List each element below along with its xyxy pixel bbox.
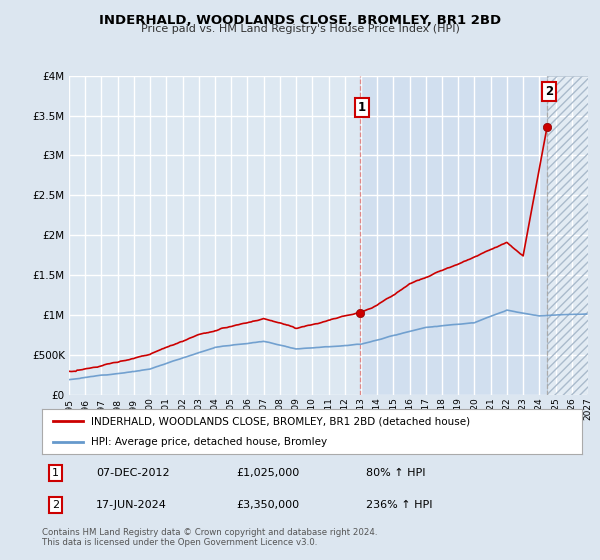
Text: This data is licensed under the Open Government Licence v3.0.: This data is licensed under the Open Gov… — [42, 538, 317, 547]
Text: 1: 1 — [358, 101, 366, 114]
Text: 17-JUN-2024: 17-JUN-2024 — [96, 500, 167, 510]
Text: 2: 2 — [52, 500, 59, 510]
Text: £1,025,000: £1,025,000 — [236, 468, 299, 478]
Text: 2: 2 — [545, 85, 553, 98]
Text: 07-DEC-2012: 07-DEC-2012 — [96, 468, 170, 478]
Text: HPI: Average price, detached house, Bromley: HPI: Average price, detached house, Brom… — [91, 437, 327, 447]
Text: 1: 1 — [52, 468, 59, 478]
Text: £3,350,000: £3,350,000 — [236, 500, 299, 510]
Text: Contains HM Land Registry data © Crown copyright and database right 2024.: Contains HM Land Registry data © Crown c… — [42, 528, 377, 537]
Text: 80% ↑ HPI: 80% ↑ HPI — [366, 468, 425, 478]
Bar — [359, 76, 547, 395]
Text: INDERHALD, WOODLANDS CLOSE, BROMLEY, BR1 2BD: INDERHALD, WOODLANDS CLOSE, BROMLEY, BR1… — [99, 14, 501, 27]
Text: Price paid vs. HM Land Registry's House Price Index (HPI): Price paid vs. HM Land Registry's House … — [140, 24, 460, 34]
Text: INDERHALD, WOODLANDS CLOSE, BROMLEY, BR1 2BD (detached house): INDERHALD, WOODLANDS CLOSE, BROMLEY, BR1… — [91, 416, 470, 426]
Bar — [547, 76, 588, 395]
Text: 236% ↑ HPI: 236% ↑ HPI — [366, 500, 433, 510]
